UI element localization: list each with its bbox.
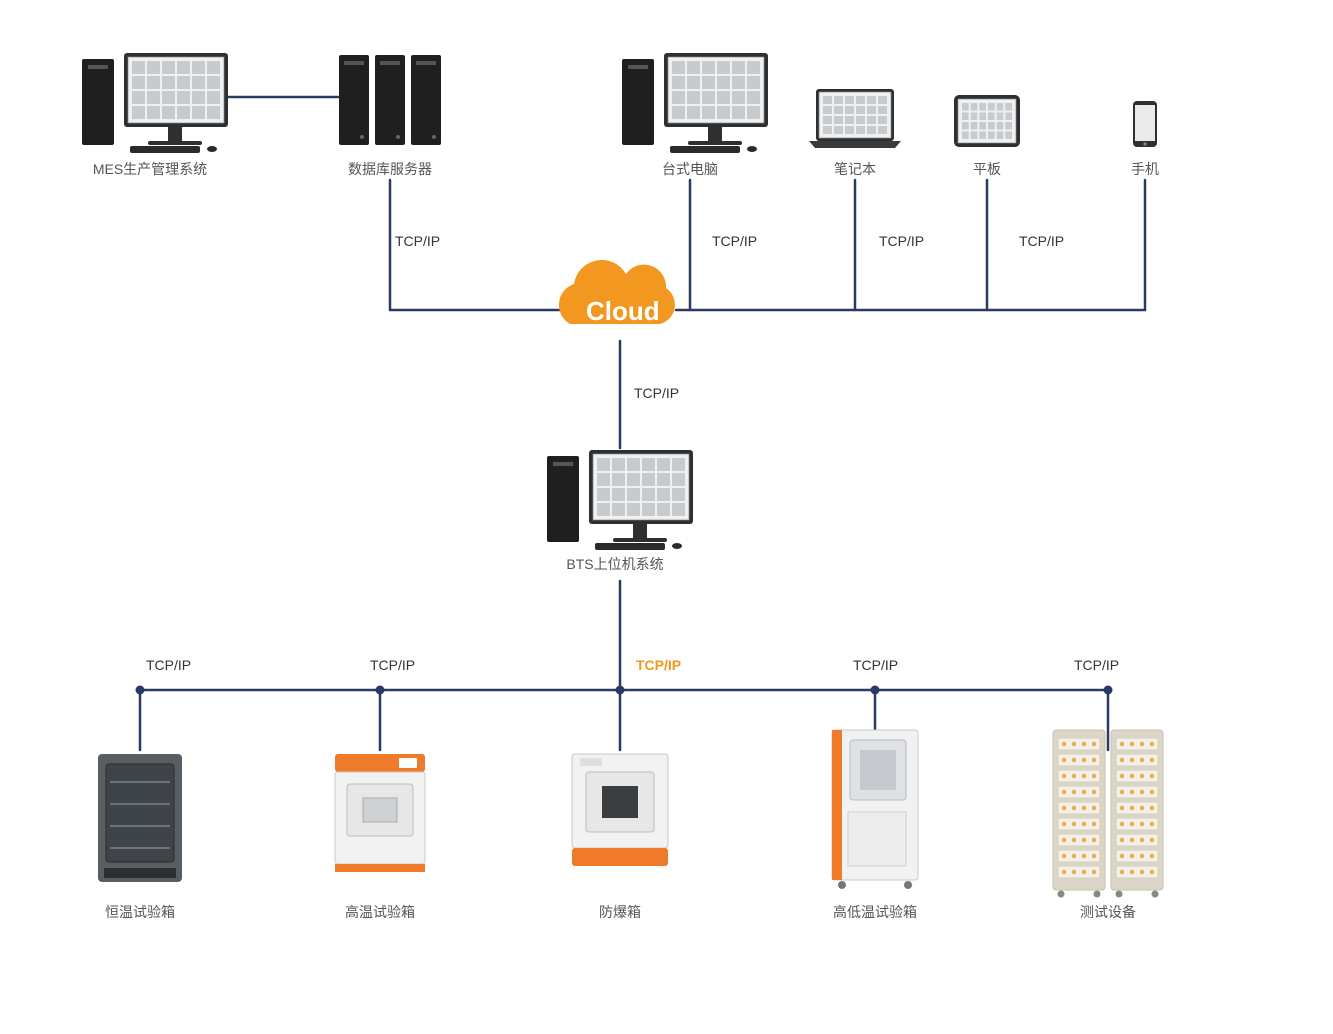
edge-label-cloud-bts: TCP/IP [634,385,679,401]
edge-label-high_temp: TCP/IP [370,657,415,673]
diagram-svg: Cloud [0,0,1333,1034]
edge-label-desktop: TCP/IP [712,233,757,249]
edge-label-db: TCP/IP [395,233,440,249]
label-mes: MES生产管理系统 [93,159,207,179]
label-phone: 手机 [1131,159,1159,179]
edge-label-tester: TCP/IP [1074,657,1119,673]
label-bts: BTS上位机系统 [566,554,663,574]
edge-label-laptop: TCP/IP [879,233,924,249]
edge-label-tablet: TCP/IP [1019,233,1064,249]
label-desktop: 台式电脑 [662,159,718,179]
cloud-node: Cloud [559,260,675,326]
edge-label-explosion: TCP/IP [636,657,681,673]
label-db: 数据库服务器 [348,159,432,179]
label-high_temp: 高温试验箱 [345,902,415,922]
label-tablet: 平板 [973,159,1001,179]
network-diagram: Cloud TCP/IP TCP/IP TCP/IP TCP/IP TCP/IP TCP/… [0,0,1333,1034]
svg-text:Cloud: Cloud [586,296,660,326]
label-laptop: 笔记本 [834,159,876,179]
edge-label-const_temp: TCP/IP [146,657,191,673]
label-tester: 测试设备 [1080,902,1136,922]
label-explosion: 防爆箱 [599,902,641,922]
edge-label-hi_low: TCP/IP [853,657,898,673]
label-const_temp: 恒温试验箱 [105,902,175,922]
label-hi_low: 高低温试验箱 [833,902,917,922]
